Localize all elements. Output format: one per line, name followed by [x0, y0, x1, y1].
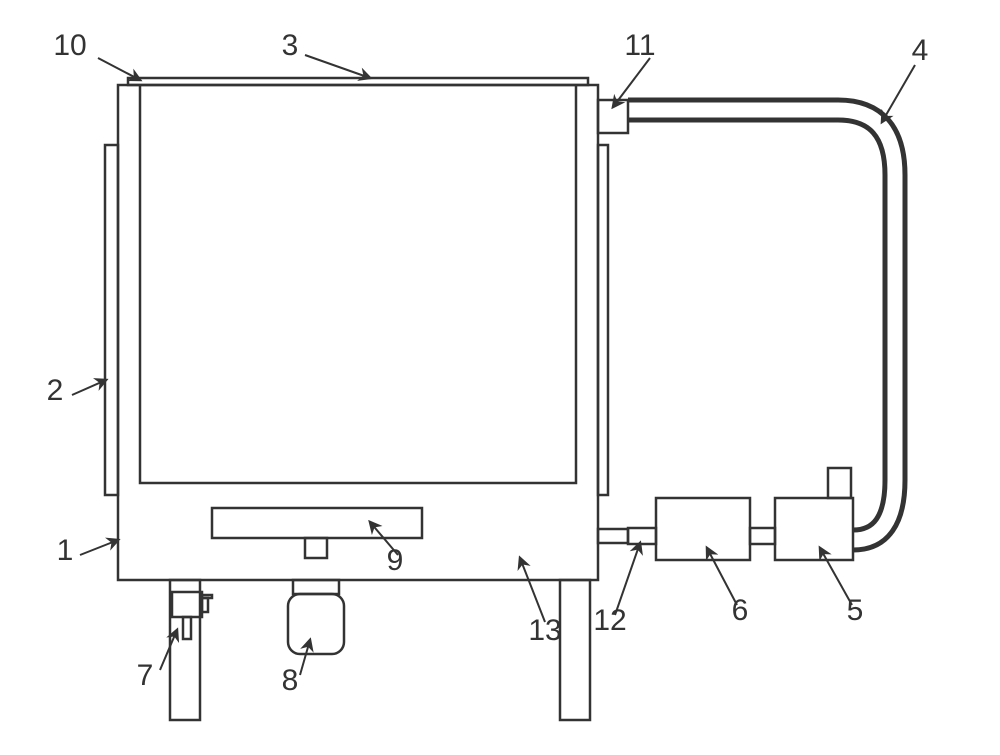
leg-left [170, 580, 200, 720]
label-9: 9 [387, 544, 404, 577]
label-12: 12 [593, 604, 626, 637]
lid-3 [128, 78, 588, 85]
leader-l4 [882, 65, 915, 122]
valve-7-side [202, 598, 208, 612]
inner-vessel-10 [140, 85, 576, 483]
main-tank-1 [118, 85, 598, 580]
plate-9 [212, 508, 422, 538]
label-5: 5 [847, 594, 864, 627]
box-5 [775, 498, 853, 560]
label-8: 8 [282, 664, 299, 697]
leader-l13 [520, 558, 545, 622]
box-6 [656, 498, 750, 560]
label-10: 10 [53, 29, 86, 62]
label-1: 1 [57, 534, 74, 567]
leader-l8 [300, 640, 310, 675]
pump-8-body [288, 594, 344, 654]
label-13: 13 [528, 614, 561, 647]
motor-5 [828, 468, 851, 498]
label-4: 4 [912, 34, 929, 67]
label-7: 7 [137, 659, 154, 692]
connector-12 [628, 528, 656, 544]
pipe-4-inner [628, 110, 895, 540]
box-11 [598, 100, 628, 133]
schematic-diagram: 12345678910111213 [0, 0, 1000, 755]
label-11: 11 [624, 29, 655, 62]
valve-7-stem [183, 617, 191, 639]
label-2: 2 [47, 374, 64, 407]
valve-7-body [172, 592, 202, 617]
pump-8-top [293, 580, 339, 594]
leader-l10 [98, 58, 140, 80]
side-rail-left [105, 145, 118, 495]
plate-stem [305, 538, 327, 558]
connector-6-5 [750, 528, 775, 544]
valve-7-bar [202, 595, 212, 598]
leader-l7 [160, 630, 177, 670]
pipe-4-outer [628, 110, 895, 540]
leader-l2 [72, 380, 106, 395]
leader-l1 [80, 540, 118, 555]
label-6: 6 [732, 594, 749, 627]
label-3: 3 [282, 29, 299, 62]
leg-right [560, 580, 590, 720]
side-rail-right [598, 145, 608, 495]
connector-13 [598, 529, 628, 543]
leader-l3 [305, 55, 370, 78]
